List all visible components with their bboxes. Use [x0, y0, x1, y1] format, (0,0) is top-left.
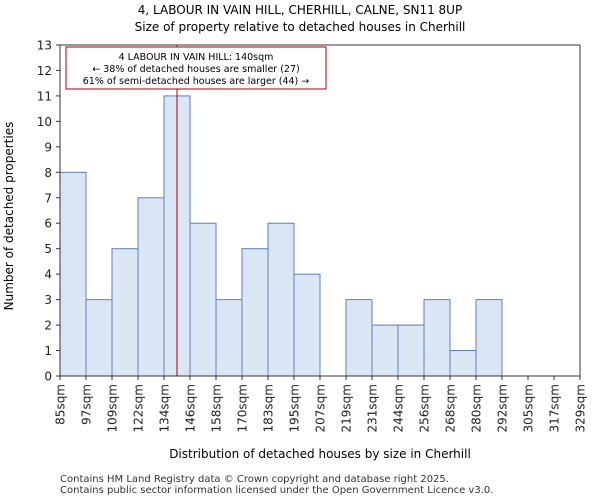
x-ticks-group: 85sqm 97sqm 109sqm 122sqm 134sqm 146sqm 158sqm…	[54, 376, 588, 432]
bar-85sqm	[59, 171, 87, 377]
x-tick-label-329sqm: 329sqm	[574, 384, 588, 432]
bars-group	[59, 95, 503, 377]
annotation-line-1: 4 LABOUR IN VAIN HILL: 140sqm	[119, 52, 274, 63]
x-tick-label-244sqm: 244sqm	[392, 384, 406, 432]
x-tick-label-317sqm: 317sqm	[548, 384, 562, 432]
x-tick-label-183sqm: 183sqm	[262, 384, 276, 432]
x-tick-label-256sqm: 256sqm	[418, 384, 432, 432]
footer-line-1: Contains HM Land Registry data © Crown c…	[60, 474, 449, 485]
y-tick-label-7: 7	[44, 191, 52, 205]
x-tick-label-305sqm: 305sqm	[522, 384, 536, 432]
bar-231sqm	[371, 324, 399, 377]
bar-109sqm	[111, 248, 139, 377]
x-tick-label-195sqm: 195sqm	[288, 384, 302, 432]
bar-195sqm	[293, 273, 321, 377]
annotation-line-3: 61% of semi-detached houses are larger (…	[83, 76, 310, 87]
y-tick-label-2: 2	[44, 319, 52, 333]
x-tick-label-85sqm: 85sqm	[54, 384, 68, 425]
y-tick-label-0: 0	[44, 370, 52, 384]
x-tick-label-219sqm: 219sqm	[340, 384, 354, 432]
x-tick-label-170sqm: 170sqm	[236, 384, 250, 432]
x-tick-label-97sqm: 97sqm	[80, 384, 94, 425]
chart-title: 4, LABOUR IN VAIN HILL, CHERHILL, CALNE,…	[138, 3, 462, 17]
y-tick-label-10: 10	[37, 115, 52, 129]
bar-244sqm	[397, 324, 425, 377]
y-tick-label-9: 9	[44, 140, 52, 154]
bar-280sqm	[475, 299, 503, 377]
bar-219sqm	[345, 299, 373, 377]
bar-97sqm	[85, 299, 113, 377]
x-tick-label-122sqm: 122sqm	[132, 384, 146, 432]
x-tick-label-146sqm: 146sqm	[184, 384, 198, 432]
x-tick-label-268sqm: 268sqm	[444, 384, 458, 432]
x-tick-label-158sqm: 158sqm	[210, 384, 224, 432]
y-tick-label-13: 13	[37, 39, 52, 53]
annotation-box	[65, 46, 327, 90]
y-tick-label-8: 8	[44, 166, 52, 180]
x-tick-label-292sqm: 292sqm	[496, 384, 510, 432]
x-tick-label-280sqm: 280sqm	[470, 384, 484, 432]
x-axis-label: Distribution of detached houses by size …	[169, 447, 471, 461]
bar-268sqm	[449, 350, 477, 377]
x-tick-label-231sqm: 231sqm	[366, 384, 380, 432]
y-tick-label-3: 3	[44, 293, 52, 307]
chart-subtitle: Size of property relative to detached ho…	[135, 20, 466, 34]
bar-183sqm	[267, 222, 295, 377]
y-tick-label-5: 5	[44, 242, 52, 256]
annotation-group: 4 LABOUR IN VAIN HILL: 140sqm ← 38% of d…	[65, 46, 327, 90]
bar-146sqm	[189, 222, 217, 377]
y-tick-label-6: 6	[44, 217, 52, 231]
y-axis-label: Number of detached properties	[2, 122, 16, 311]
annotation-line-2: ← 38% of detached houses are smaller (27…	[92, 64, 299, 75]
bar-158sqm	[215, 299, 243, 377]
x-tick-label-109sqm: 109sqm	[106, 384, 120, 432]
bar-256sqm	[423, 299, 451, 377]
bar-122sqm	[137, 197, 165, 377]
y-tick-label-1: 1	[44, 344, 52, 358]
footer-line-2: Contains public sector information licen…	[60, 485, 494, 496]
y-tick-label-4: 4	[44, 268, 52, 282]
y-tick-label-12: 12	[37, 64, 52, 78]
y-tick-label-11: 11	[37, 89, 52, 103]
x-tick-label-134sqm: 134sqm	[158, 384, 172, 432]
x-tick-label-207sqm: 207sqm	[314, 384, 328, 432]
bar-170sqm	[241, 248, 269, 377]
